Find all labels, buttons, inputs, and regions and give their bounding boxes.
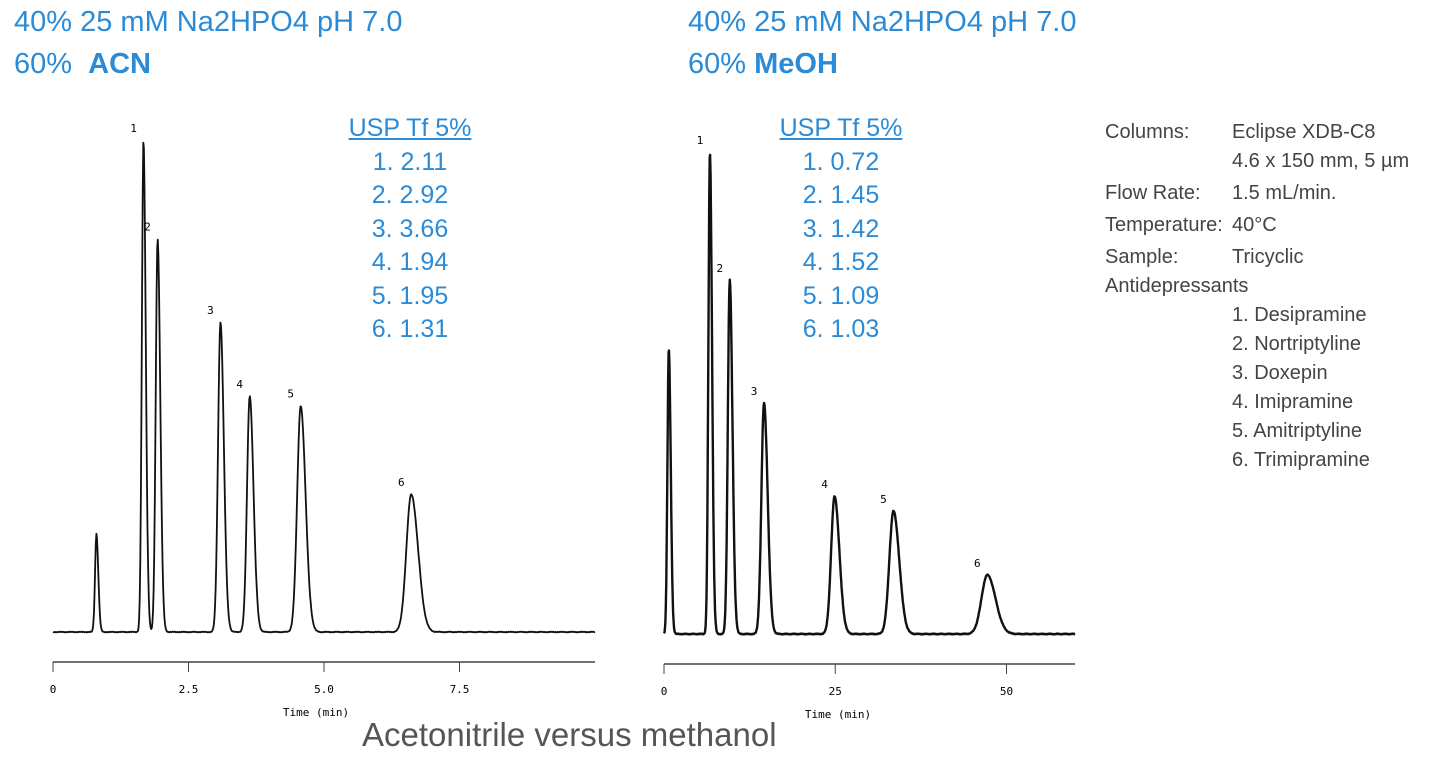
usp-value: 4. 1.52	[802, 248, 880, 276]
peak-label: 4	[236, 378, 243, 391]
left-usp-tailing-list: USP Tf 5% 1. 2.11 2. 2.92 3. 3.66 4. 1.9…	[330, 112, 490, 347]
usp-value: 6. 1.31	[371, 315, 449, 343]
peak-label: 2	[716, 262, 723, 275]
usp-value: 3. 1.42	[802, 214, 880, 243]
sample-value-cont: Antidepressants	[1105, 275, 1249, 297]
right-title-solvent: MeOH	[754, 48, 838, 80]
conditions-panel: Columns: Eclipse XDB-C8 4.6 x 150 mm, 5 µ…	[1105, 118, 1409, 475]
peak-label: 5	[287, 388, 294, 401]
peak-label: 6	[398, 476, 405, 489]
x-tick-label: 0	[50, 683, 57, 696]
flow-value: 1.5 mL/min.	[1232, 182, 1337, 204]
left-title-line2: 60% ACN	[14, 43, 402, 85]
compound-item: 2. Nortriptyline	[1232, 333, 1361, 355]
peak-label: 5	[880, 493, 887, 506]
sample-value: Tricyclic	[1232, 246, 1304, 268]
compound-item: 3. Doxepin	[1232, 362, 1328, 384]
left-title-percent: 60%	[14, 48, 73, 80]
compound-item: 6. Trimipramine	[1232, 449, 1370, 471]
right-usp-tailing-list: USP Tf 5% 1. 0.72 2. 1.45 3. 1.42 4. 1.5…	[761, 112, 921, 347]
x-axis-label: Time (min)	[805, 708, 871, 721]
peak-label: 6	[974, 557, 981, 570]
usp-value: 1. 2.11	[372, 147, 448, 176]
usp-value: 1. 0.72	[802, 147, 880, 176]
compound-item: 5. Amitriptyline	[1232, 420, 1363, 442]
x-tick-label: 5.0	[314, 683, 334, 696]
peak-label: 1	[697, 134, 704, 147]
usp-value: 5. 1.95	[371, 281, 449, 310]
right-usp-header: USP Tf 5%	[779, 114, 903, 142]
right-title-line2: 60% MeOH	[688, 43, 1076, 85]
peak-label: 3	[207, 304, 214, 317]
sample-label: Sample:	[1105, 246, 1179, 268]
chromatogram-meoh: 1 2 3 4 5 6 0 25 50 Time (min)	[661, 134, 1076, 721]
temperature-label: Temperature:	[1105, 214, 1223, 236]
usp-value: 2. 1.45	[802, 181, 880, 209]
right-title-line1: 40% 25 mM Na2HPO4 pH 7.0	[688, 6, 1077, 38]
compound-item: 4. Imipramine	[1232, 391, 1354, 413]
x-tick-label: 2.5	[179, 683, 199, 696]
peak-label: 1	[130, 122, 137, 135]
columns-label: Columns:	[1105, 121, 1190, 143]
right-mobile-phase-title: 40% 25 mM Na2HPO4 pH 7.0 60% MeOH	[688, 1, 1076, 85]
temperature-value: 40°C	[1232, 214, 1277, 236]
right-title-percent: 60%	[688, 48, 747, 80]
x-axis-label: Time (min)	[283, 706, 349, 719]
usp-value: 3. 3.66	[371, 214, 449, 243]
peak-label: 3	[751, 385, 758, 398]
left-title-solvent: ACN	[88, 48, 152, 80]
left-usp-header: USP Tf 5%	[348, 114, 472, 142]
x-tick-label: 25	[829, 685, 842, 698]
usp-value: 2. 2.92	[371, 181, 449, 209]
left-mobile-phase-title: 40% 25 mM Na2HPO4 pH 7.0 60% ACN	[14, 1, 402, 85]
usp-value: 4. 1.94	[371, 248, 449, 276]
peak-label: 4	[821, 478, 828, 491]
trace-line	[52, 141, 596, 634]
usp-value: 5. 1.09	[802, 281, 880, 310]
compound-item: 1. Desipramine	[1232, 304, 1367, 326]
trace-line	[662, 153, 1076, 636]
x-tick-label: 50	[1000, 685, 1013, 698]
peak-label: 2	[144, 220, 151, 233]
columns-value: Eclipse XDB-C8	[1232, 121, 1376, 143]
x-tick-label: 7.5	[450, 683, 470, 696]
x-tick-label: 0	[661, 685, 668, 698]
usp-value: 6. 1.03	[802, 315, 880, 343]
left-title-line1: 40% 25 mM Na2HPO4 pH 7.0	[14, 6, 403, 38]
chromatogram-acn: 1 2 3 4 5 6 0 2.5 5.0 7.5 Time (min)	[50, 122, 596, 719]
columns-dimensions: 4.6 x 150 mm, 5 µm	[1232, 150, 1410, 172]
flow-label: Flow Rate:	[1105, 182, 1201, 204]
slide-caption: Acetonitrile versus methanol	[362, 716, 777, 753]
